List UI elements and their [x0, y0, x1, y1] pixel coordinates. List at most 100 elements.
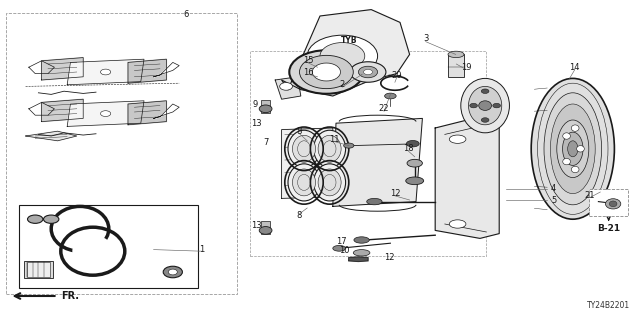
- Ellipse shape: [468, 86, 502, 125]
- Ellipse shape: [550, 104, 595, 194]
- Ellipse shape: [318, 135, 341, 162]
- Polygon shape: [275, 77, 301, 99]
- Text: 20: 20: [392, 71, 402, 80]
- Polygon shape: [435, 117, 499, 238]
- Text: 15: 15: [303, 56, 314, 65]
- Polygon shape: [29, 61, 54, 74]
- Ellipse shape: [406, 140, 419, 147]
- Text: 2: 2: [340, 80, 345, 89]
- Polygon shape: [42, 58, 83, 80]
- Ellipse shape: [572, 166, 579, 173]
- Polygon shape: [333, 118, 422, 206]
- Text: 6: 6: [183, 10, 188, 19]
- Ellipse shape: [461, 78, 509, 133]
- Ellipse shape: [605, 199, 621, 209]
- Ellipse shape: [448, 51, 464, 58]
- Text: 18: 18: [403, 144, 413, 153]
- Text: B-21: B-21: [597, 224, 620, 233]
- Bar: [261, 221, 270, 234]
- Ellipse shape: [168, 269, 177, 275]
- Bar: [6, 13, 237, 294]
- Text: 21: 21: [585, 191, 595, 200]
- Ellipse shape: [314, 130, 346, 167]
- Text: 4: 4: [551, 184, 556, 193]
- Ellipse shape: [568, 141, 578, 157]
- Ellipse shape: [577, 146, 584, 152]
- Polygon shape: [42, 99, 83, 122]
- Bar: [24, 261, 53, 278]
- Ellipse shape: [163, 266, 182, 278]
- Ellipse shape: [312, 63, 340, 81]
- Text: 7: 7: [263, 138, 268, 147]
- Ellipse shape: [100, 69, 111, 75]
- Bar: [589, 189, 628, 216]
- Polygon shape: [282, 10, 410, 96]
- Text: 12: 12: [390, 189, 400, 198]
- Polygon shape: [349, 257, 368, 261]
- Text: 13: 13: [251, 221, 261, 230]
- Text: 14: 14: [570, 63, 580, 72]
- Ellipse shape: [493, 103, 500, 108]
- Text: 16: 16: [303, 68, 314, 76]
- Ellipse shape: [385, 93, 396, 99]
- Bar: [448, 54, 464, 77]
- Ellipse shape: [44, 215, 59, 223]
- Ellipse shape: [563, 158, 570, 165]
- Text: 12: 12: [384, 253, 394, 262]
- Text: 1: 1: [199, 245, 204, 254]
- Text: 8: 8: [297, 212, 302, 220]
- Ellipse shape: [259, 105, 272, 113]
- Bar: [250, 51, 486, 256]
- Polygon shape: [128, 101, 166, 125]
- Ellipse shape: [300, 55, 353, 89]
- Ellipse shape: [292, 135, 316, 162]
- Ellipse shape: [406, 177, 424, 185]
- Ellipse shape: [292, 169, 316, 196]
- Ellipse shape: [557, 120, 589, 178]
- Ellipse shape: [314, 164, 346, 201]
- Text: 22: 22: [379, 104, 389, 113]
- Ellipse shape: [367, 198, 382, 205]
- Bar: [27, 262, 50, 277]
- Ellipse shape: [531, 78, 614, 219]
- Ellipse shape: [288, 164, 320, 201]
- Text: 11: 11: [329, 135, 339, 144]
- Ellipse shape: [28, 215, 43, 223]
- Polygon shape: [67, 59, 144, 85]
- Ellipse shape: [563, 133, 570, 139]
- Polygon shape: [67, 101, 144, 126]
- Text: 3: 3: [423, 34, 428, 43]
- Text: 8: 8: [297, 127, 302, 136]
- Ellipse shape: [320, 43, 365, 69]
- Text: TYB: TYB: [340, 36, 357, 44]
- Ellipse shape: [481, 118, 489, 122]
- Text: 5: 5: [551, 196, 556, 204]
- Ellipse shape: [288, 130, 320, 167]
- Ellipse shape: [259, 227, 272, 234]
- Ellipse shape: [449, 220, 466, 228]
- Text: 19: 19: [461, 63, 471, 72]
- Ellipse shape: [344, 143, 354, 148]
- Ellipse shape: [563, 132, 583, 165]
- Ellipse shape: [358, 66, 378, 78]
- Ellipse shape: [72, 235, 113, 267]
- Polygon shape: [128, 59, 166, 83]
- Ellipse shape: [353, 250, 370, 256]
- Polygon shape: [282, 128, 333, 198]
- Ellipse shape: [318, 169, 341, 196]
- Ellipse shape: [364, 69, 372, 75]
- Polygon shape: [154, 104, 179, 118]
- Text: 17: 17: [336, 237, 346, 246]
- Ellipse shape: [307, 35, 378, 77]
- Bar: [261, 100, 270, 113]
- Polygon shape: [26, 131, 77, 141]
- Text: TY24B2201: TY24B2201: [588, 301, 630, 310]
- Ellipse shape: [354, 237, 369, 243]
- Text: FR.: FR.: [61, 291, 79, 301]
- Text: 9: 9: [252, 100, 257, 108]
- Ellipse shape: [572, 125, 579, 131]
- Text: 10: 10: [339, 246, 349, 255]
- Ellipse shape: [479, 101, 492, 110]
- Ellipse shape: [609, 201, 617, 207]
- Ellipse shape: [350, 62, 386, 82]
